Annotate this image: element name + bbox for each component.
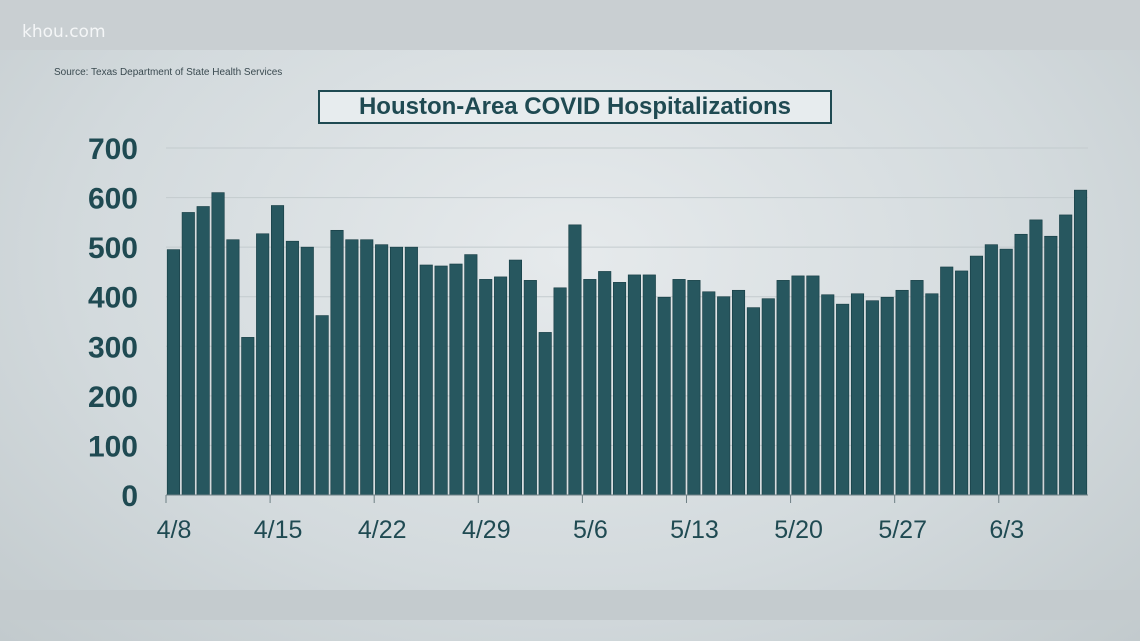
y-tick-label: 0 bbox=[121, 480, 138, 513]
brand-logo: khou.com bbox=[22, 22, 106, 42]
bar-4/29 bbox=[479, 279, 493, 496]
bar-5/27 bbox=[895, 289, 909, 496]
bar-5/11 bbox=[657, 296, 671, 496]
bar-4/11 bbox=[211, 192, 225, 496]
bar-4/12 bbox=[226, 239, 240, 496]
y-tick-label: 100 bbox=[88, 430, 138, 463]
bar-5/9 bbox=[627, 274, 641, 496]
bar-5/3 bbox=[538, 332, 552, 496]
bar-5/10 bbox=[642, 274, 656, 496]
bar-5/24 bbox=[850, 293, 865, 496]
x-tick-label: 4/8 bbox=[157, 516, 192, 544]
bar-5/30 bbox=[940, 266, 954, 496]
bar-6/7 bbox=[1059, 214, 1073, 496]
bar-4/26 bbox=[434, 265, 448, 496]
bar-4/30 bbox=[494, 276, 508, 496]
bar-5/26 bbox=[880, 296, 894, 496]
bar-5/12 bbox=[672, 279, 686, 496]
x-tick-label: 4/22 bbox=[358, 516, 407, 544]
bar-4/25 bbox=[419, 264, 433, 496]
bottom-band bbox=[0, 590, 1140, 620]
bar-4/15 bbox=[270, 205, 285, 496]
bar-5/16 bbox=[731, 289, 746, 496]
bar-4/19 bbox=[330, 229, 344, 496]
top-bar bbox=[0, 0, 1140, 50]
bar-4/28 bbox=[464, 254, 478, 496]
bar-4/24 bbox=[404, 246, 418, 496]
bar-4/21 bbox=[360, 239, 374, 496]
bar-5/31 bbox=[955, 270, 969, 496]
source-note: Source: Texas Department of State Health… bbox=[54, 67, 283, 78]
bar-4/20 bbox=[345, 239, 359, 496]
bar-5/5 bbox=[568, 224, 582, 496]
x-tick-label: 4/29 bbox=[462, 516, 511, 544]
x-tick-label: 5/27 bbox=[878, 516, 927, 544]
y-tick-label: 600 bbox=[88, 183, 138, 216]
y-tick-label: 300 bbox=[88, 331, 138, 364]
bar-6/5 bbox=[1029, 219, 1043, 496]
x-tick-label: 6/3 bbox=[989, 516, 1024, 544]
bar-6/2 bbox=[984, 244, 998, 496]
bar-5/20 bbox=[791, 275, 805, 496]
bar-4/23 bbox=[389, 246, 404, 496]
bar-5/22 bbox=[821, 294, 835, 496]
y-tick-label: 500 bbox=[88, 232, 138, 265]
bar-4/18 bbox=[315, 315, 329, 496]
bar-5/25 bbox=[865, 300, 879, 496]
x-tick-label: 5/20 bbox=[774, 516, 823, 544]
bar-6/8 bbox=[1074, 189, 1088, 496]
bar-5/29 bbox=[925, 293, 939, 496]
bar-4/16 bbox=[285, 240, 299, 496]
bar-4/27 bbox=[449, 263, 463, 496]
y-tick-label: 400 bbox=[88, 282, 138, 315]
x-tick-label: 4/15 bbox=[254, 516, 303, 544]
bar-4/17 bbox=[300, 246, 314, 496]
bar-5/19 bbox=[776, 280, 790, 496]
bar-5/6 bbox=[583, 279, 597, 496]
chart-title: Houston-Area COVID Hospitalizations bbox=[318, 90, 832, 124]
bar-5/23 bbox=[836, 303, 850, 496]
bar-6/1 bbox=[969, 255, 984, 496]
y-tick-label: 700 bbox=[88, 133, 138, 166]
y-tick-label: 200 bbox=[88, 381, 138, 414]
bar-6/4 bbox=[1014, 233, 1028, 496]
bar-4/22 bbox=[375, 244, 389, 496]
x-tick-label: 5/13 bbox=[670, 516, 719, 544]
bar-4/10 bbox=[196, 206, 210, 496]
bar-6/6 bbox=[1044, 235, 1058, 496]
bar-6/3 bbox=[999, 248, 1013, 496]
bar-5/8 bbox=[613, 282, 627, 496]
bar-4/9 bbox=[181, 212, 195, 496]
bar-5/21 bbox=[806, 275, 820, 496]
bar-5/17 bbox=[746, 307, 760, 496]
bar-4/13 bbox=[241, 337, 255, 496]
bar-5/2 bbox=[523, 280, 537, 496]
bar-5/1 bbox=[508, 259, 523, 496]
bar-5/7 bbox=[598, 271, 612, 496]
bar-4/14 bbox=[256, 233, 270, 496]
bar-5/18 bbox=[761, 298, 775, 496]
bar-5/28 bbox=[910, 280, 924, 496]
bar-4/8 bbox=[166, 249, 180, 496]
bar-5/4 bbox=[553, 287, 567, 496]
bar-5/15 bbox=[717, 296, 731, 496]
x-tick-label: 5/6 bbox=[573, 516, 608, 544]
bar-5/14 bbox=[702, 291, 716, 496]
bar-5/13 bbox=[687, 280, 701, 496]
